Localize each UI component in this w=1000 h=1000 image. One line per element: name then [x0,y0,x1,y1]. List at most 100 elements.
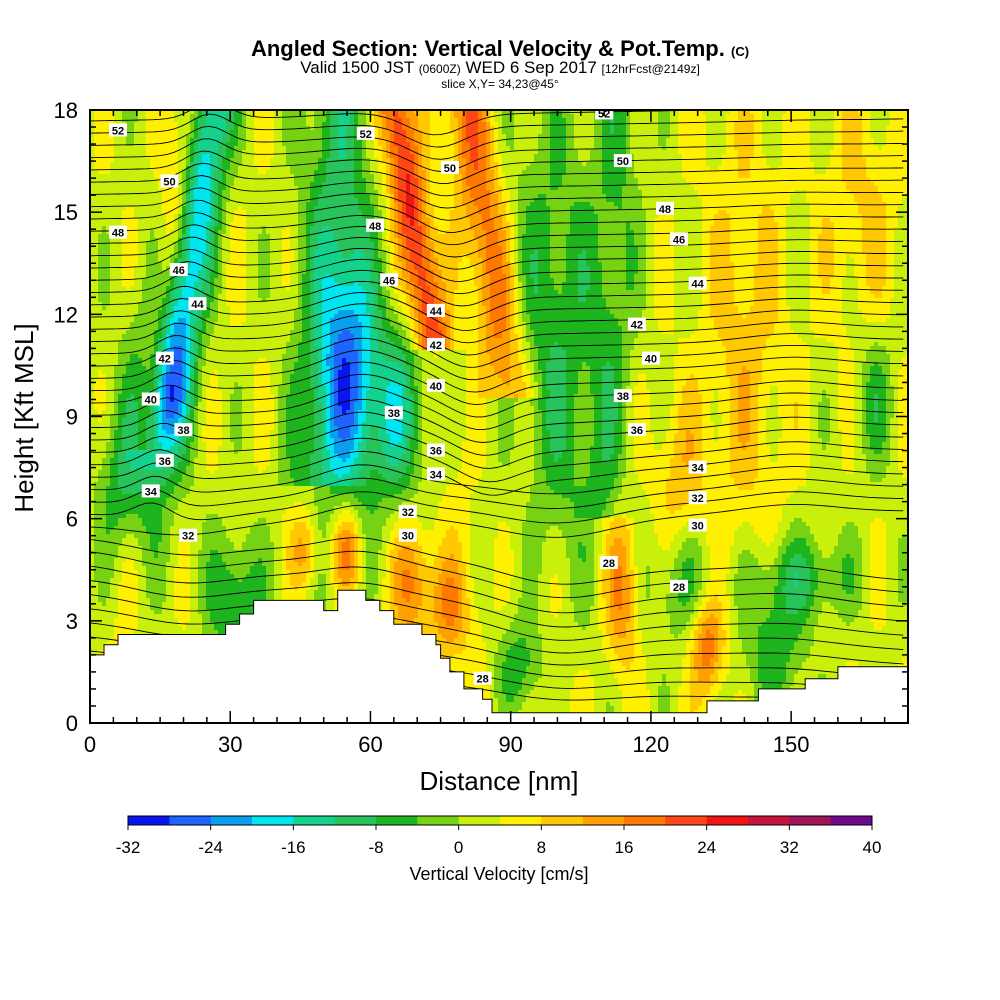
velocity-cell [494,174,499,179]
velocity-cell [262,158,267,163]
velocity-cell [718,122,723,127]
velocity-cell [722,150,727,155]
velocity-cell [486,174,491,179]
velocity-cell [494,182,499,187]
velocity-cell [782,158,787,163]
velocity-cell [146,134,151,139]
velocity-cell [790,150,795,155]
velocity-cell [454,150,459,155]
velocity-cell [522,186,527,191]
velocity-cell [674,150,679,155]
velocity-cell [346,198,351,203]
velocity-cell [814,174,819,179]
velocity-cell [302,194,307,199]
velocity-cell [398,194,403,199]
velocity-cell [550,166,555,171]
velocity-cell [118,146,123,151]
velocity-cell [530,126,535,131]
velocity-cell [790,186,795,191]
velocity-cell [294,118,299,123]
velocity-cell [642,178,647,183]
velocity-cell [862,194,867,199]
velocity-cell [566,186,571,191]
velocity-cell [154,194,159,199]
velocity-cell [674,146,679,151]
velocity-cell [530,150,535,155]
velocity-cell [98,198,103,203]
velocity-cell [258,194,263,199]
velocity-cell [378,162,383,167]
velocity-cell [794,122,799,127]
velocity-cell [330,186,335,191]
velocity-cell [254,122,259,127]
velocity-cell [670,154,675,159]
velocity-cell [434,118,439,123]
velocity-cell [786,114,791,119]
velocity-cell [158,146,163,151]
velocity-cell [198,142,203,147]
velocity-cell [258,158,263,163]
velocity-cell [854,114,859,119]
velocity-cell [654,174,659,179]
velocity-cell [678,142,683,147]
velocity-cell [190,158,195,163]
velocity-cell [806,146,811,151]
velocity-cell [546,126,551,131]
velocity-cell [334,142,339,147]
velocity-cell [634,198,639,203]
velocity-cell [358,198,363,203]
velocity-cell [678,158,683,163]
velocity-cell [258,198,263,203]
velocity-cell [674,138,679,143]
velocity-cell [770,166,775,171]
velocity-cell [798,158,803,163]
velocity-cell [262,194,267,199]
velocity-cell [286,118,291,123]
velocity-cell [498,170,503,175]
velocity-cell [730,126,735,131]
velocity-cell [270,122,275,127]
velocity-cell [754,150,759,155]
velocity-cell [302,202,307,207]
velocity-cell [826,194,831,199]
velocity-cell [806,198,811,203]
velocity-cell [614,202,619,207]
velocity-cell [506,166,511,171]
velocity-cell [318,114,323,119]
velocity-cell [118,182,123,187]
velocity-cell [706,194,711,199]
velocity-cell [242,130,247,135]
velocity-cell [378,130,383,135]
velocity-cell [830,174,835,179]
velocity-cell [470,202,475,207]
velocity-cell [146,146,151,151]
velocity-cell [110,170,115,175]
velocity-cell [242,166,247,171]
velocity-cell [566,174,571,179]
velocity-cell [582,134,587,139]
velocity-cell [238,142,243,147]
velocity-cell [510,194,515,199]
velocity-cell [242,158,247,163]
velocity-cell [630,114,635,119]
velocity-cell [262,118,267,123]
velocity-cell [746,198,751,203]
velocity-cell [202,178,207,183]
velocity-cell [590,190,595,195]
velocity-cell [690,170,695,175]
velocity-cell [318,202,323,207]
velocity-cell [354,178,359,183]
velocity-cell [518,166,523,171]
velocity-cell [230,190,235,195]
velocity-cell [102,198,107,203]
velocity-cell [294,178,299,183]
velocity-cell [602,190,607,195]
velocity-cell [266,158,271,163]
velocity-cell [898,114,903,119]
velocity-cell [386,158,391,163]
velocity-cell [474,150,479,155]
velocity-cell [678,186,683,191]
velocity-cell [546,162,551,167]
velocity-cell [466,158,471,163]
velocity-cell [330,154,335,159]
